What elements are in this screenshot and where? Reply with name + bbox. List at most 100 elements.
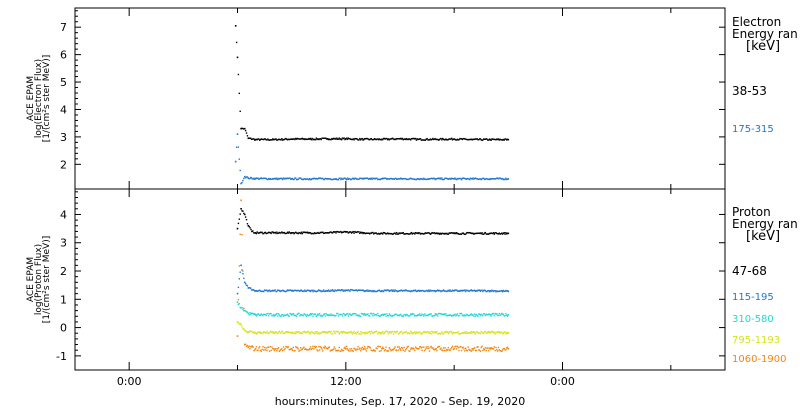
data-point — [402, 231, 404, 234]
data-point — [418, 313, 421, 315]
data-point — [456, 332, 459, 334]
data-point — [341, 348, 343, 351]
data-point — [345, 345, 348, 348]
data-point — [413, 137, 415, 140]
data-point — [297, 348, 299, 350]
data-point — [236, 321, 239, 323]
data-point — [322, 313, 325, 316]
data-point — [473, 331, 475, 333]
data-point — [393, 232, 395, 234]
data-point — [317, 177, 319, 180]
data-point — [400, 289, 403, 291]
data-point — [315, 177, 317, 180]
data-point — [356, 331, 359, 334]
data-point — [504, 290, 506, 292]
data-point — [495, 346, 497, 349]
data-point — [386, 232, 389, 234]
data-point — [299, 331, 302, 334]
data-point — [397, 177, 400, 180]
data-point — [455, 139, 457, 141]
data-point — [303, 138, 305, 140]
data-point — [295, 315, 298, 317]
data-point — [437, 346, 439, 348]
data-point — [414, 290, 416, 292]
data-point — [425, 290, 427, 292]
data-point — [297, 178, 299, 180]
data-point — [304, 231, 307, 234]
data-point — [391, 178, 394, 180]
data-point — [410, 314, 413, 316]
data-point — [324, 177, 327, 180]
data-point — [312, 232, 314, 235]
data-point — [411, 290, 414, 292]
data-point — [293, 289, 295, 292]
data-point — [346, 312, 349, 315]
data-point — [286, 290, 288, 292]
data-point — [431, 177, 433, 180]
data-point — [490, 331, 492, 334]
data-point — [425, 332, 427, 334]
data-point — [432, 290, 435, 292]
data-point — [243, 281, 246, 284]
data-point — [425, 138, 427, 140]
data-point — [258, 314, 261, 317]
data-point — [302, 231, 304, 233]
data-point — [399, 347, 401, 350]
data-point — [418, 231, 420, 234]
data-point — [335, 350, 337, 352]
data-point — [290, 314, 293, 316]
data-point — [503, 315, 505, 317]
data-point — [464, 289, 466, 291]
data-point — [449, 349, 451, 352]
data-point — [432, 137, 434, 140]
data-point — [286, 232, 288, 235]
data-point — [481, 139, 483, 142]
data-point — [312, 139, 314, 141]
data-point — [276, 290, 278, 293]
data-point — [355, 314, 358, 317]
data-point — [483, 177, 485, 179]
x-tick-label: 0:00 — [117, 375, 142, 388]
data-point — [388, 139, 391, 141]
data-point — [269, 312, 272, 315]
data-point — [429, 138, 432, 140]
data-point — [499, 350, 501, 352]
data-point — [460, 233, 462, 235]
data-point — [319, 332, 322, 335]
data-point — [368, 138, 370, 141]
data-point — [374, 178, 377, 180]
data-point — [505, 289, 507, 292]
data-point — [299, 177, 301, 179]
data-point — [313, 313, 316, 316]
data-point — [427, 178, 429, 180]
data-point — [446, 232, 448, 235]
data-point — [466, 177, 468, 180]
data-point — [313, 177, 315, 180]
data-point — [268, 350, 271, 352]
data-point — [282, 346, 285, 348]
data-point — [237, 303, 240, 306]
data-point — [311, 331, 313, 333]
data-point — [251, 345, 254, 347]
data-point — [302, 178, 304, 181]
data-point — [485, 290, 487, 293]
data-point — [465, 313, 468, 316]
data-point — [290, 289, 292, 291]
data-point — [293, 232, 295, 235]
data-point — [447, 178, 450, 180]
data-point — [316, 138, 318, 141]
data-point — [409, 290, 412, 293]
data-point — [383, 289, 386, 291]
data-point — [423, 178, 426, 180]
data-point — [434, 138, 436, 140]
data-point — [483, 138, 485, 140]
data-point — [504, 331, 506, 333]
data-point — [299, 347, 302, 349]
data-point — [436, 177, 438, 180]
data-point — [335, 289, 337, 292]
data-point — [369, 347, 372, 349]
data-point — [473, 289, 476, 292]
data-point — [407, 315, 409, 317]
data-point — [492, 332, 495, 334]
data-point — [279, 332, 281, 334]
